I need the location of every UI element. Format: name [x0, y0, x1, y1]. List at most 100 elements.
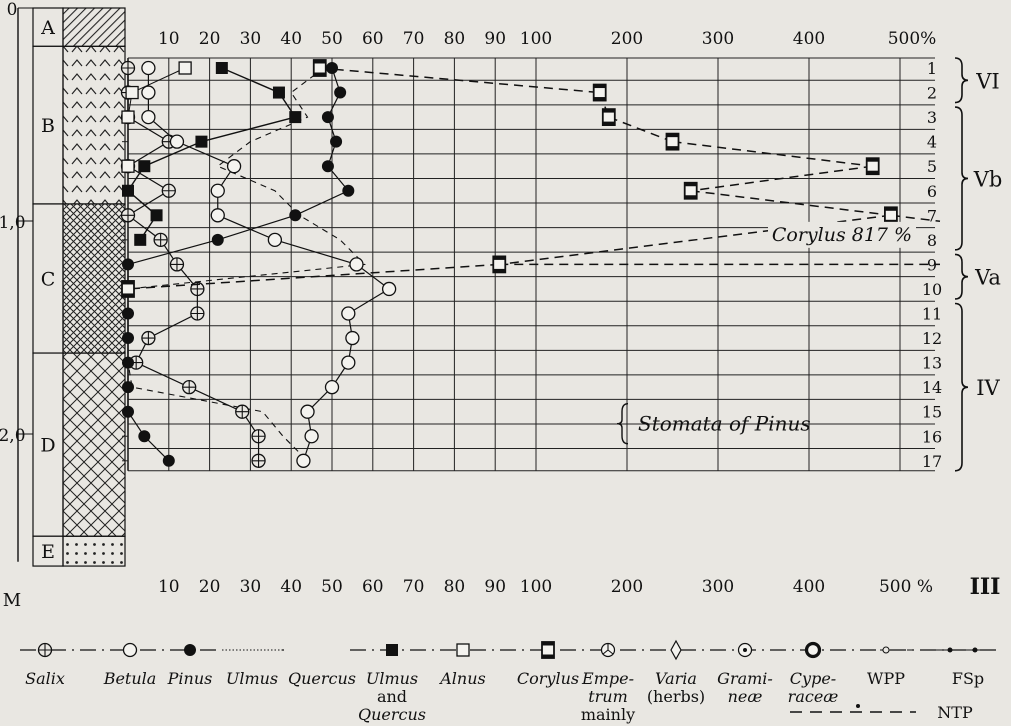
- betula-point: [141, 60, 156, 76]
- corylus-line: [690, 190, 891, 217]
- x-tick-bottom: 20: [199, 577, 221, 597]
- corylus-point-base: [493, 268, 506, 273]
- layer-pattern: [62, 7, 126, 47]
- corylus-point-cap: [493, 256, 506, 260]
- stomata-note: Stomata of Pinus: [638, 412, 811, 436]
- corylus-line: [127, 263, 500, 290]
- pinus-point: [289, 209, 302, 222]
- legend-ulmus-quercus-label: Ulmus: [366, 669, 418, 688]
- pinus-point: [122, 332, 134, 345]
- legend-varia-label: (herbs): [647, 687, 705, 706]
- legend-betula-icon: [122, 642, 138, 658]
- corylus-note-bg: [768, 221, 916, 248]
- legend-ntp-label: NTP: [937, 703, 973, 722]
- legend-gramineae-label: neæ: [728, 687, 763, 706]
- layer-letter: E: [41, 541, 55, 563]
- corylus-note: Corylus 817 %: [772, 224, 912, 246]
- salix-point-cross: [252, 454, 266, 468]
- x-tick-top: 100: [520, 29, 552, 49]
- x-tick-top: 80: [444, 29, 466, 49]
- depth-unit-label: M: [3, 590, 21, 611]
- corylus-point-base: [884, 219, 897, 224]
- x-tick-bottom: 70: [403, 577, 425, 597]
- legend-empetrum-label: trum: [588, 687, 628, 706]
- corylus-point-cap: [684, 182, 697, 187]
- zone-label: Va: [974, 266, 1001, 290]
- x-tick-top-extended: 400: [793, 29, 825, 49]
- alnus-point: [178, 61, 192, 75]
- pinus-point: [122, 356, 134, 369]
- sample-number: 2: [927, 84, 937, 103]
- salix-point-cross: [141, 331, 155, 345]
- sample-number: 12: [922, 329, 942, 348]
- pinus-point: [321, 111, 334, 124]
- legend-fsp-label: FSp: [952, 669, 984, 688]
- ulmus-quercus-point: [134, 233, 147, 246]
- legend-cyperaceae-icon: [804, 641, 822, 659]
- betula-point: [381, 281, 397, 297]
- alnus-point: [125, 85, 139, 100]
- zone-bracket: [954, 253, 969, 300]
- layer-letter-cell: [32, 7, 64, 47]
- x-tick-bottom-extended: 500 %: [879, 577, 933, 597]
- sample-number: 9: [927, 255, 937, 274]
- corylus-point-base: [866, 170, 879, 175]
- corylus-point-base: [666, 146, 679, 150]
- layer-letter-cell: [32, 203, 64, 354]
- zone-bracket: [954, 106, 969, 251]
- legend-varia-icon: [670, 639, 682, 661]
- x-tick-bottom: 50: [321, 577, 343, 597]
- legend-corylus-icon-base: [542, 654, 554, 658]
- sample-number: 16: [922, 427, 942, 446]
- legend-wpp-label: WPP: [867, 669, 905, 688]
- legend-fsp-icon-dot: [972, 647, 978, 653]
- corylus-line: [319, 67, 600, 94]
- legend-alnus-label: Alnus: [438, 669, 486, 688]
- sample-number: 13: [922, 354, 942, 373]
- legend-ulmus-quercus-icon: [386, 644, 398, 656]
- corylus-point-cap: [866, 158, 879, 162]
- ulmus-quercus-point: [122, 184, 134, 197]
- betula-point: [141, 85, 156, 100]
- depth-label: 0: [7, 0, 18, 20]
- salix-point-cross: [235, 405, 249, 419]
- zone-bracket: [954, 302, 969, 472]
- ulmus-quercus-point: [289, 111, 302, 124]
- ulmus-quercus-point: [272, 86, 285, 99]
- legend-corylus-label: Corylus: [517, 669, 579, 688]
- x-tick-top: 60: [362, 29, 384, 49]
- pinus-point: [330, 135, 343, 148]
- salix-point-cross: [182, 380, 196, 394]
- sample-number: 10: [922, 280, 942, 299]
- x-tick-top: 90: [484, 29, 506, 49]
- x-tick-bottom: 100: [520, 577, 552, 597]
- sample-number: 17: [922, 452, 942, 471]
- salix-point-cross: [121, 61, 135, 75]
- zone-label: Vb: [973, 167, 1003, 191]
- legend-fsp-icon-dot: [947, 647, 953, 653]
- legend-quercus-label: Quercus: [288, 669, 356, 688]
- depth-label: 1,0: [0, 213, 26, 233]
- x-tick-top: 20: [199, 29, 221, 49]
- ulmus-quercus-point: [195, 135, 208, 148]
- x-tick-bottom-extended: 300: [702, 577, 734, 597]
- legend-wpp-icon-dot: [882, 646, 890, 654]
- salix-point-cross: [121, 208, 135, 222]
- corylus-point-base: [593, 97, 606, 101]
- corylus-point-base: [684, 195, 697, 199]
- layer-letter: A: [40, 17, 55, 39]
- betula-point: [226, 159, 242, 174]
- pinus-point: [162, 454, 175, 467]
- legend-ulmus-label: Ulmus: [226, 669, 278, 688]
- ulmus-quercus-point: [150, 209, 163, 222]
- x-tick-top: 50: [321, 29, 343, 49]
- legend-cyperaceae-label: Cype-: [790, 669, 836, 688]
- salix-point-cross: [170, 257, 184, 271]
- betula-point: [210, 208, 225, 223]
- corylus-point-cap: [593, 84, 606, 89]
- betula-point: [296, 453, 311, 468]
- zone-label: IV: [976, 376, 1000, 400]
- layer-letter-cell: [32, 352, 64, 537]
- layer-pattern: [62, 352, 126, 537]
- salix-point-cross: [190, 307, 204, 320]
